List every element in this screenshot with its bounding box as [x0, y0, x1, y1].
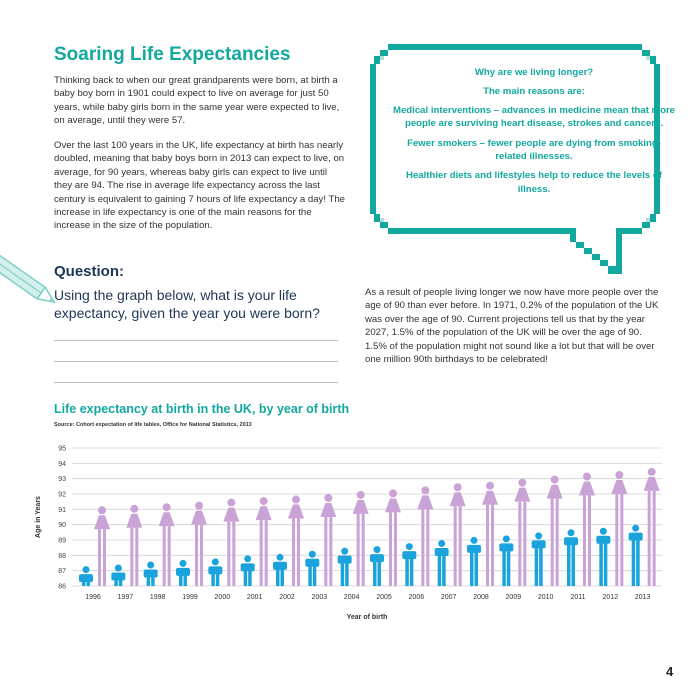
y-tick-label: 90 [58, 522, 66, 529]
page-number: 4 [666, 664, 674, 679]
male-figure-icon [628, 524, 643, 586]
x-tick-label: 2013 [635, 594, 651, 601]
male-figure-icon [143, 561, 158, 586]
speech-bubble-content: Why are we living longer? The main reaso… [384, 66, 684, 202]
female-figure-icon [514, 478, 531, 586]
x-tick-label: 2009 [506, 594, 522, 601]
bubble-subheading: The main reasons are: [483, 86, 585, 98]
male-figure-icon [305, 550, 320, 586]
x-tick-label: 1996 [85, 594, 101, 601]
x-tick-label: 1999 [182, 594, 198, 601]
female-figure-icon [643, 467, 660, 586]
male-figure-icon [79, 566, 93, 586]
second-paragraph: Over the last 100 years in the UK, life … [54, 140, 346, 232]
y-tick-label: 92 [58, 492, 66, 499]
bubble-heading: Why are we living longer? [474, 67, 594, 78]
chart-source: Source: Cohort expectation of life table… [54, 422, 252, 428]
female-figure-icon [126, 504, 143, 586]
question-text: Using the graph below, what is your life… [54, 287, 320, 321]
female-figure-icon [94, 506, 110, 586]
female-figure-icon [352, 490, 369, 586]
female-figure-icon [158, 503, 175, 586]
x-axis-label: Year of birth [347, 614, 388, 621]
y-tick-label: 94 [58, 461, 66, 468]
answer-line[interactable] [54, 361, 338, 362]
life-expectancy-chart: 86 87 88 89 90 91 92 93 94 95 Age in Years 1996 1997… [35, 446, 662, 621]
male-figure-icon [402, 543, 417, 586]
male-figure-icon [596, 527, 611, 586]
answer-line[interactable] [54, 340, 338, 341]
female-figure-icon [611, 471, 628, 586]
page-title: Soaring Life Expectancies [54, 44, 291, 65]
male-figure-icon [370, 546, 384, 586]
male-figure-icon [111, 564, 126, 586]
x-tick-label: 2003 [312, 594, 328, 601]
x-tick-label: 2000 [215, 594, 231, 601]
bubble-reason: Medical interventions – advances in medi… [392, 104, 676, 130]
female-figure-icon [288, 495, 304, 586]
female-figure-icon [417, 486, 434, 586]
male-figure-icon [208, 558, 223, 586]
male-figure-icon [240, 555, 255, 586]
y-tick-label: 91 [58, 507, 66, 514]
female-figure-icon [546, 475, 563, 586]
y-axis-label: Age in Years [35, 496, 42, 538]
female-figure-icon [385, 489, 401, 586]
female-figure-icon [320, 494, 337, 586]
male-figure-icon [564, 529, 578, 586]
intro-paragraph: Thinking back to when our great grandpar… [54, 75, 340, 127]
bubble-reason: Fewer smokers – fewer people are dying f… [407, 137, 661, 163]
female-figure-icon [482, 481, 498, 586]
chart-title: Life expectancy at birth in the UK, by y… [54, 402, 350, 416]
female-figure-icon [223, 498, 240, 586]
x-tick-label: 2001 [247, 594, 263, 601]
male-figure-icon [273, 553, 287, 586]
y-tick-label: 95 [58, 446, 66, 453]
question-heading: Question: [54, 263, 124, 280]
x-tick-label: 2006 [409, 594, 425, 601]
x-tick-label: 2011 [570, 594, 585, 601]
x-tick-label: 2007 [441, 594, 457, 601]
x-tick-label: 1997 [118, 594, 134, 601]
speech-bubble-frame [370, 44, 660, 274]
x-tick-label: 2012 [603, 594, 619, 601]
x-tick-label: 2002 [279, 594, 295, 601]
female-figure-icon [579, 472, 595, 586]
female-figure-icon [191, 501, 207, 586]
male-figure-icon [531, 532, 546, 586]
right-paragraph: As a result of people living longer we n… [365, 287, 659, 366]
pencil-decoration [0, 250, 56, 304]
female-figure-icon [449, 483, 466, 586]
male-figure-icon [467, 536, 481, 586]
x-tick-label: 2004 [344, 594, 360, 601]
x-tick-label: 2005 [376, 594, 392, 601]
male-figure-icon [176, 559, 190, 586]
male-figure-icon [499, 535, 514, 586]
x-tick-label: 2008 [473, 594, 489, 601]
bubble-reason: Healthier diets and lifestyles help to r… [406, 170, 662, 195]
female-figure-icon [255, 497, 272, 586]
y-tick-label: 89 [58, 538, 66, 545]
y-tick-label: 88 [58, 553, 66, 560]
y-tick-label: 87 [58, 568, 66, 575]
y-tick-label: 93 [58, 476, 66, 483]
male-figure-icon [337, 547, 352, 586]
male-figure-icon [434, 540, 449, 586]
answer-line[interactable] [54, 382, 338, 383]
x-tick-label: 2010 [538, 594, 554, 601]
x-tick-label: 1998 [150, 594, 166, 601]
y-tick-label: 86 [58, 584, 66, 591]
